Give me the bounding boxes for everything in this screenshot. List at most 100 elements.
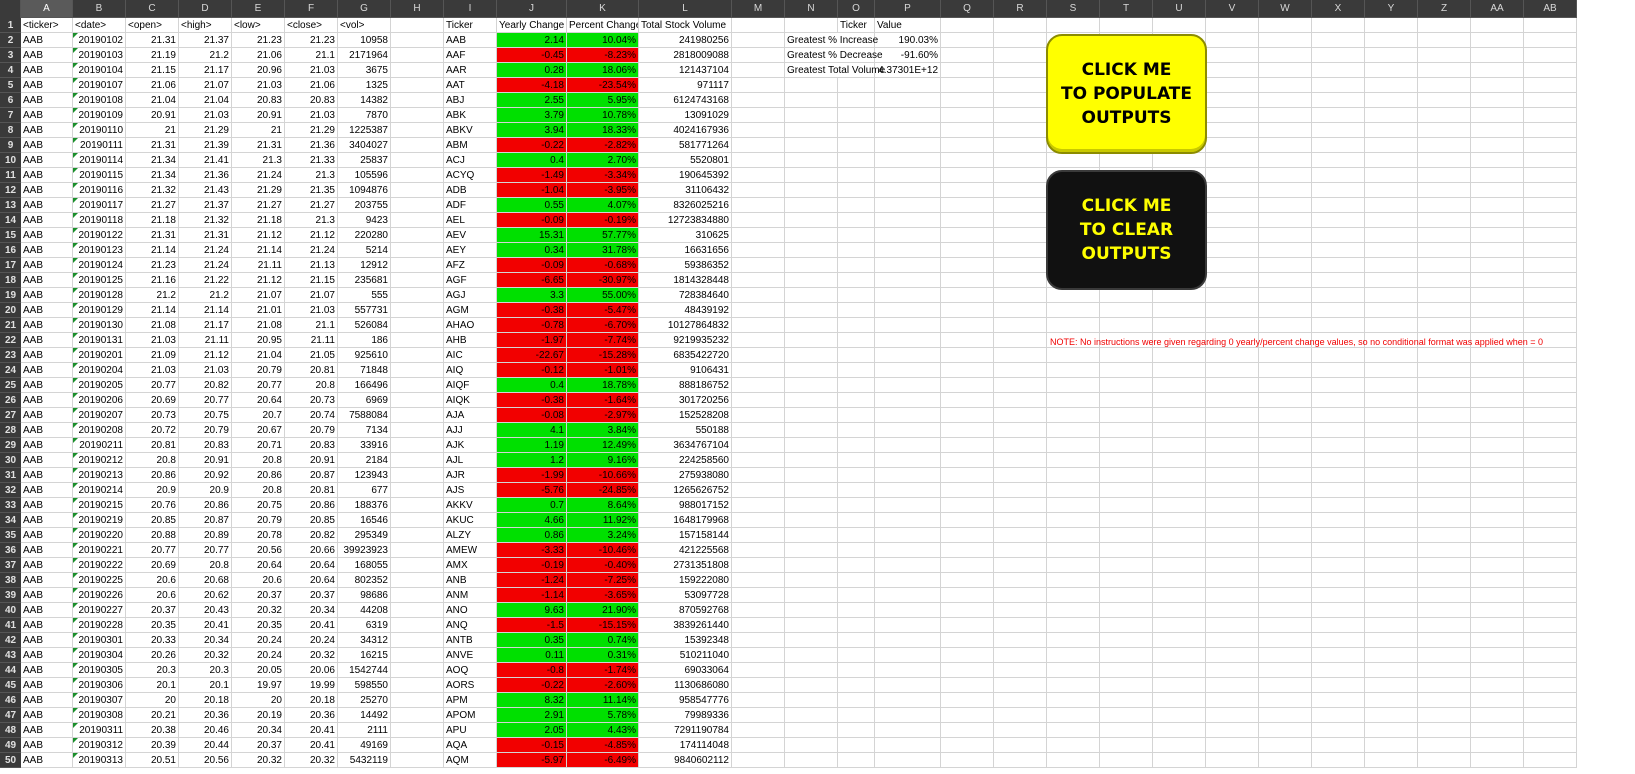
empty-cell[interactable] — [994, 573, 1047, 588]
empty-cell[interactable] — [1206, 378, 1259, 393]
percent-change-cell[interactable]: -5.47% — [567, 303, 639, 318]
value-cell[interactable]: 21.37 — [179, 33, 232, 48]
value-cell[interactable]: 20.46 — [179, 723, 232, 738]
empty-cell[interactable] — [838, 708, 875, 723]
value-cell[interactable]: 21.12 — [232, 228, 285, 243]
empty-cell[interactable] — [994, 153, 1047, 168]
empty-cell[interactable] — [1365, 318, 1418, 333]
empty-cell[interactable] — [1471, 393, 1524, 408]
value-cell[interactable]: 44208 — [338, 603, 391, 618]
empty-cell[interactable] — [391, 738, 444, 753]
empty-cell[interactable] — [875, 483, 941, 498]
value-cell[interactable]: 20.8 — [179, 558, 232, 573]
empty-cell[interactable] — [1153, 663, 1206, 678]
row-header[interactable]: 41 — [0, 618, 21, 633]
empty-cell[interactable] — [732, 33, 785, 48]
empty-cell[interactable] — [1206, 438, 1259, 453]
empty-cell[interactable] — [1312, 678, 1365, 693]
ticker-cell[interactable]: AAB — [21, 288, 73, 303]
empty-cell[interactable] — [1524, 48, 1577, 63]
empty-cell[interactable] — [941, 573, 994, 588]
ticker-cell[interactable]: AAB — [21, 123, 73, 138]
value-cell[interactable]: 20.05 — [232, 663, 285, 678]
value-cell[interactable]: 16215 — [338, 648, 391, 663]
empty-cell[interactable] — [1365, 213, 1418, 228]
empty-cell[interactable] — [391, 633, 444, 648]
greatest-value-cell[interactable]: -91.60% — [875, 48, 941, 63]
row-header[interactable]: 8 — [0, 123, 21, 138]
value-cell[interactable]: 20.41 — [285, 618, 338, 633]
empty-cell[interactable] — [994, 318, 1047, 333]
empty-cell[interactable] — [1418, 63, 1471, 78]
empty-cell[interactable] — [1312, 303, 1365, 318]
empty-cell[interactable] — [1471, 168, 1524, 183]
empty-cell[interactable] — [875, 468, 941, 483]
value-cell[interactable]: 21.12 — [179, 348, 232, 363]
total-volume-cell[interactable]: 16631656 — [639, 243, 732, 258]
value-cell[interactable]: 20.36 — [285, 708, 338, 723]
value-cell[interactable]: 21.17 — [179, 318, 232, 333]
empty-cell[interactable] — [391, 63, 444, 78]
row-header[interactable]: 16 — [0, 243, 21, 258]
empty-cell[interactable] — [1312, 438, 1365, 453]
empty-cell[interactable] — [1047, 663, 1100, 678]
empty-cell[interactable] — [1100, 753, 1153, 768]
date-cell[interactable]: 20190306 — [73, 678, 126, 693]
date-cell[interactable]: 20190227 — [73, 603, 126, 618]
percent-change-cell[interactable]: -2.60% — [567, 678, 639, 693]
empty-cell[interactable] — [785, 138, 838, 153]
value-cell[interactable]: 20.64 — [285, 558, 338, 573]
empty-cell[interactable] — [391, 423, 444, 438]
empty-cell[interactable] — [1153, 18, 1206, 33]
empty-cell[interactable] — [1524, 678, 1577, 693]
empty-cell[interactable] — [1418, 528, 1471, 543]
total-volume-cell[interactable]: 301720256 — [639, 393, 732, 408]
value-cell[interactable]: 21.03 — [126, 333, 179, 348]
empty-cell[interactable] — [1047, 318, 1100, 333]
empty-cell[interactable] — [1471, 348, 1524, 363]
value-cell[interactable]: 21.03 — [285, 63, 338, 78]
percent-change-cell[interactable]: -6.70% — [567, 318, 639, 333]
empty-cell[interactable] — [1312, 543, 1365, 558]
empty-cell[interactable] — [1524, 198, 1577, 213]
empty-cell[interactable] — [1365, 93, 1418, 108]
value-cell[interactable]: 20.41 — [285, 723, 338, 738]
value-cell[interactable]: 34312 — [338, 633, 391, 648]
empty-cell[interactable] — [1524, 303, 1577, 318]
empty-cell[interactable] — [1418, 408, 1471, 423]
value-cell[interactable]: 3404027 — [338, 138, 391, 153]
yearly-change-cell[interactable]: 3.79 — [497, 108, 567, 123]
row-header[interactable]: 23 — [0, 348, 21, 363]
empty-cell[interactable] — [1259, 123, 1312, 138]
empty-cell[interactable] — [1259, 708, 1312, 723]
empty-cell[interactable] — [941, 693, 994, 708]
yearly-change-cell[interactable]: -5.97 — [497, 753, 567, 768]
percent-change-cell[interactable]: -7.25% — [567, 573, 639, 588]
empty-cell[interactable] — [732, 468, 785, 483]
value-cell[interactable]: 5432119 — [338, 753, 391, 768]
summary-ticker-cell[interactable]: APOM — [444, 708, 497, 723]
empty-cell[interactable] — [1206, 693, 1259, 708]
empty-cell[interactable] — [785, 648, 838, 663]
empty-cell[interactable] — [1418, 483, 1471, 498]
date-cell[interactable]: 20190207 — [73, 408, 126, 423]
empty-cell[interactable] — [838, 633, 875, 648]
value-cell[interactable]: 20.3 — [126, 663, 179, 678]
total-volume-cell[interactable]: 275938080 — [639, 468, 732, 483]
empty-cell[interactable] — [1153, 693, 1206, 708]
empty-cell[interactable] — [875, 288, 941, 303]
date-cell[interactable]: 20190103 — [73, 48, 126, 63]
empty-cell[interactable] — [1418, 303, 1471, 318]
value-cell[interactable]: 21.1 — [285, 318, 338, 333]
row-header[interactable]: 50 — [0, 753, 21, 768]
percent-change-cell[interactable]: 5.78% — [567, 708, 639, 723]
empty-cell[interactable] — [1365, 78, 1418, 93]
empty-cell[interactable] — [391, 573, 444, 588]
empty-cell[interactable] — [1100, 543, 1153, 558]
value-cell[interactable]: 21.03 — [232, 78, 285, 93]
empty-cell[interactable] — [1524, 528, 1577, 543]
empty-cell[interactable] — [994, 363, 1047, 378]
empty-cell[interactable] — [785, 168, 838, 183]
summary-ticker-cell[interactable]: AQA — [444, 738, 497, 753]
empty-cell[interactable] — [875, 423, 941, 438]
